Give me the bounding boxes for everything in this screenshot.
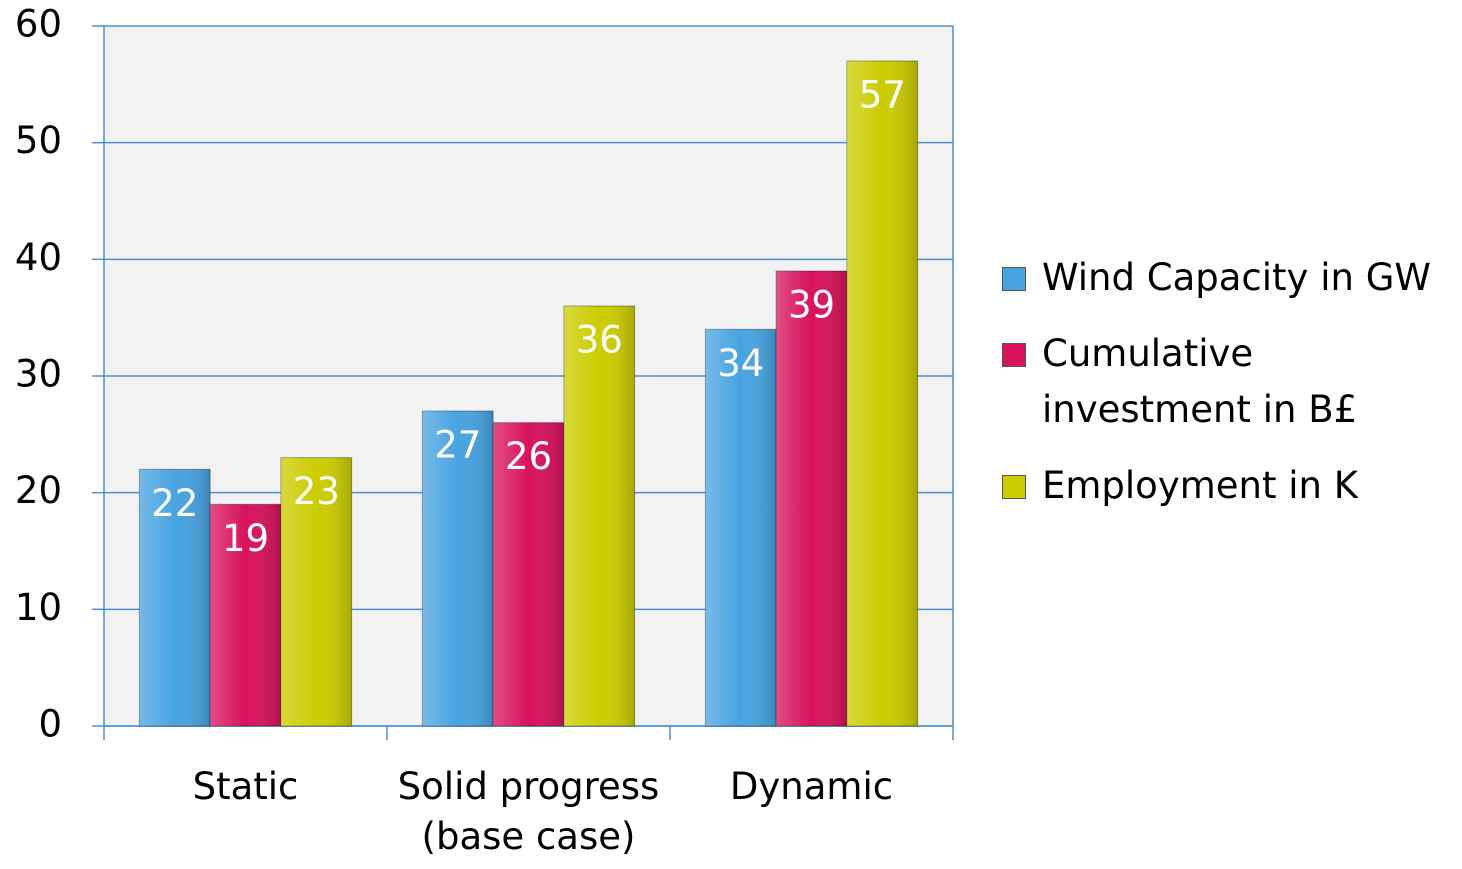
- legend-item: Employment in K: [1000, 458, 1440, 514]
- bar-shade: [846, 61, 918, 726]
- y-tick-label: 40: [15, 236, 62, 279]
- legend-swatch: [1002, 475, 1026, 499]
- y-tick-label: 30: [15, 353, 62, 396]
- legend: Wind Capacity in GW Cumulative investment…: [1000, 250, 1440, 534]
- y-tick-label: 50: [15, 119, 62, 162]
- legend-label: Cumulative investment in B£: [1042, 332, 1358, 431]
- y-tick-label: 0: [38, 703, 62, 746]
- value-label: 57: [859, 74, 906, 117]
- legend-label: Employment in K: [1042, 464, 1358, 507]
- value-label: 22: [151, 482, 198, 525]
- legend-swatch: [1002, 267, 1026, 291]
- y-tick-label: 20: [15, 469, 62, 512]
- legend-label: Wind Capacity in GW: [1042, 256, 1431, 299]
- bar-shade: [776, 271, 847, 726]
- x-tick-label: Static: [192, 765, 299, 808]
- x-tick-label: Dynamic: [729, 765, 894, 808]
- value-label: 23: [293, 470, 340, 513]
- value-label: 19: [222, 517, 269, 560]
- legend-item: Cumulative investment in B£: [1000, 326, 1440, 438]
- value-label: 39: [788, 284, 835, 327]
- value-label: 36: [576, 319, 623, 362]
- bar-shade: [280, 457, 352, 726]
- value-label: 26: [505, 435, 552, 478]
- bar-shade: [493, 422, 564, 726]
- bar-shade: [705, 329, 777, 726]
- legend-item: Wind Capacity in GW: [1000, 250, 1440, 306]
- bar-shade: [210, 504, 281, 726]
- value-label: 27: [434, 424, 481, 467]
- legend-swatch: [1002, 343, 1026, 367]
- bar-shade: [563, 306, 635, 726]
- y-tick-label: 60: [15, 3, 62, 46]
- x-tick-label: Solid progress (base case): [397, 765, 660, 858]
- value-label: 34: [717, 342, 764, 385]
- y-tick-label: 10: [15, 586, 62, 629]
- bar-shade: [422, 411, 494, 726]
- bar-shade: [139, 469, 211, 726]
